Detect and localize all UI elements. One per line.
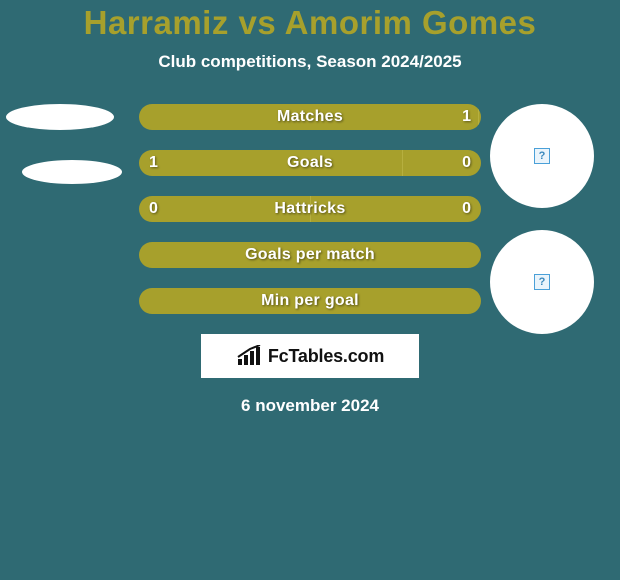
stat-bar-left-segment [139, 104, 478, 130]
stat-bar-right-segment: 1 [478, 104, 481, 130]
stat-bars: 1Matches10Goals00HattricksGoals per matc… [139, 104, 481, 314]
stat-bar: Goals per match [139, 242, 481, 268]
stat-bar: 10Goals [139, 150, 481, 176]
placeholder-icon: ? [534, 274, 550, 290]
placeholder-icon: ? [534, 148, 550, 164]
avatar-circle: ? [490, 230, 594, 334]
stat-bar: 1Matches [139, 104, 481, 130]
stat-left-value: 0 [139, 196, 168, 222]
stat-bar-left-segment: 1 [139, 150, 402, 176]
stat-bar-right-segment: 0 [402, 150, 481, 176]
comparison-stage: ? ? 1Matches10Goals00HattricksGoals per … [0, 104, 620, 416]
content: Harramiz vs Amorim Gomes Club competitio… [0, 0, 620, 416]
avatar-ellipse-icon [6, 104, 114, 130]
player-left-avatar [6, 104, 122, 184]
brand-text: FcTables.com [268, 346, 384, 367]
stat-bar-left-segment: 0 [139, 196, 310, 222]
stat-bar-left-segment [139, 242, 481, 268]
page-title: Harramiz vs Amorim Gomes [0, 4, 620, 42]
page-subtitle: Club competitions, Season 2024/2025 [0, 52, 620, 72]
stat-right-value: 1 [452, 104, 481, 130]
brand-logo-icon [236, 345, 262, 367]
brand-box: FcTables.com [201, 334, 419, 378]
stat-right-value: 0 [452, 150, 481, 176]
stat-bar: Min per goal [139, 288, 481, 314]
stat-bar-left-segment [139, 288, 481, 314]
stat-bar: 00Hattricks [139, 196, 481, 222]
player-right-avatar: ? ? [490, 104, 594, 356]
avatar-circle: ? [490, 104, 594, 208]
stat-left-value: 1 [139, 150, 168, 176]
stat-right-value: 0 [452, 196, 481, 222]
date-text: 6 november 2024 [0, 396, 620, 416]
avatar-ellipse-icon [22, 160, 122, 184]
stat-bar-right-segment: 0 [310, 196, 481, 222]
